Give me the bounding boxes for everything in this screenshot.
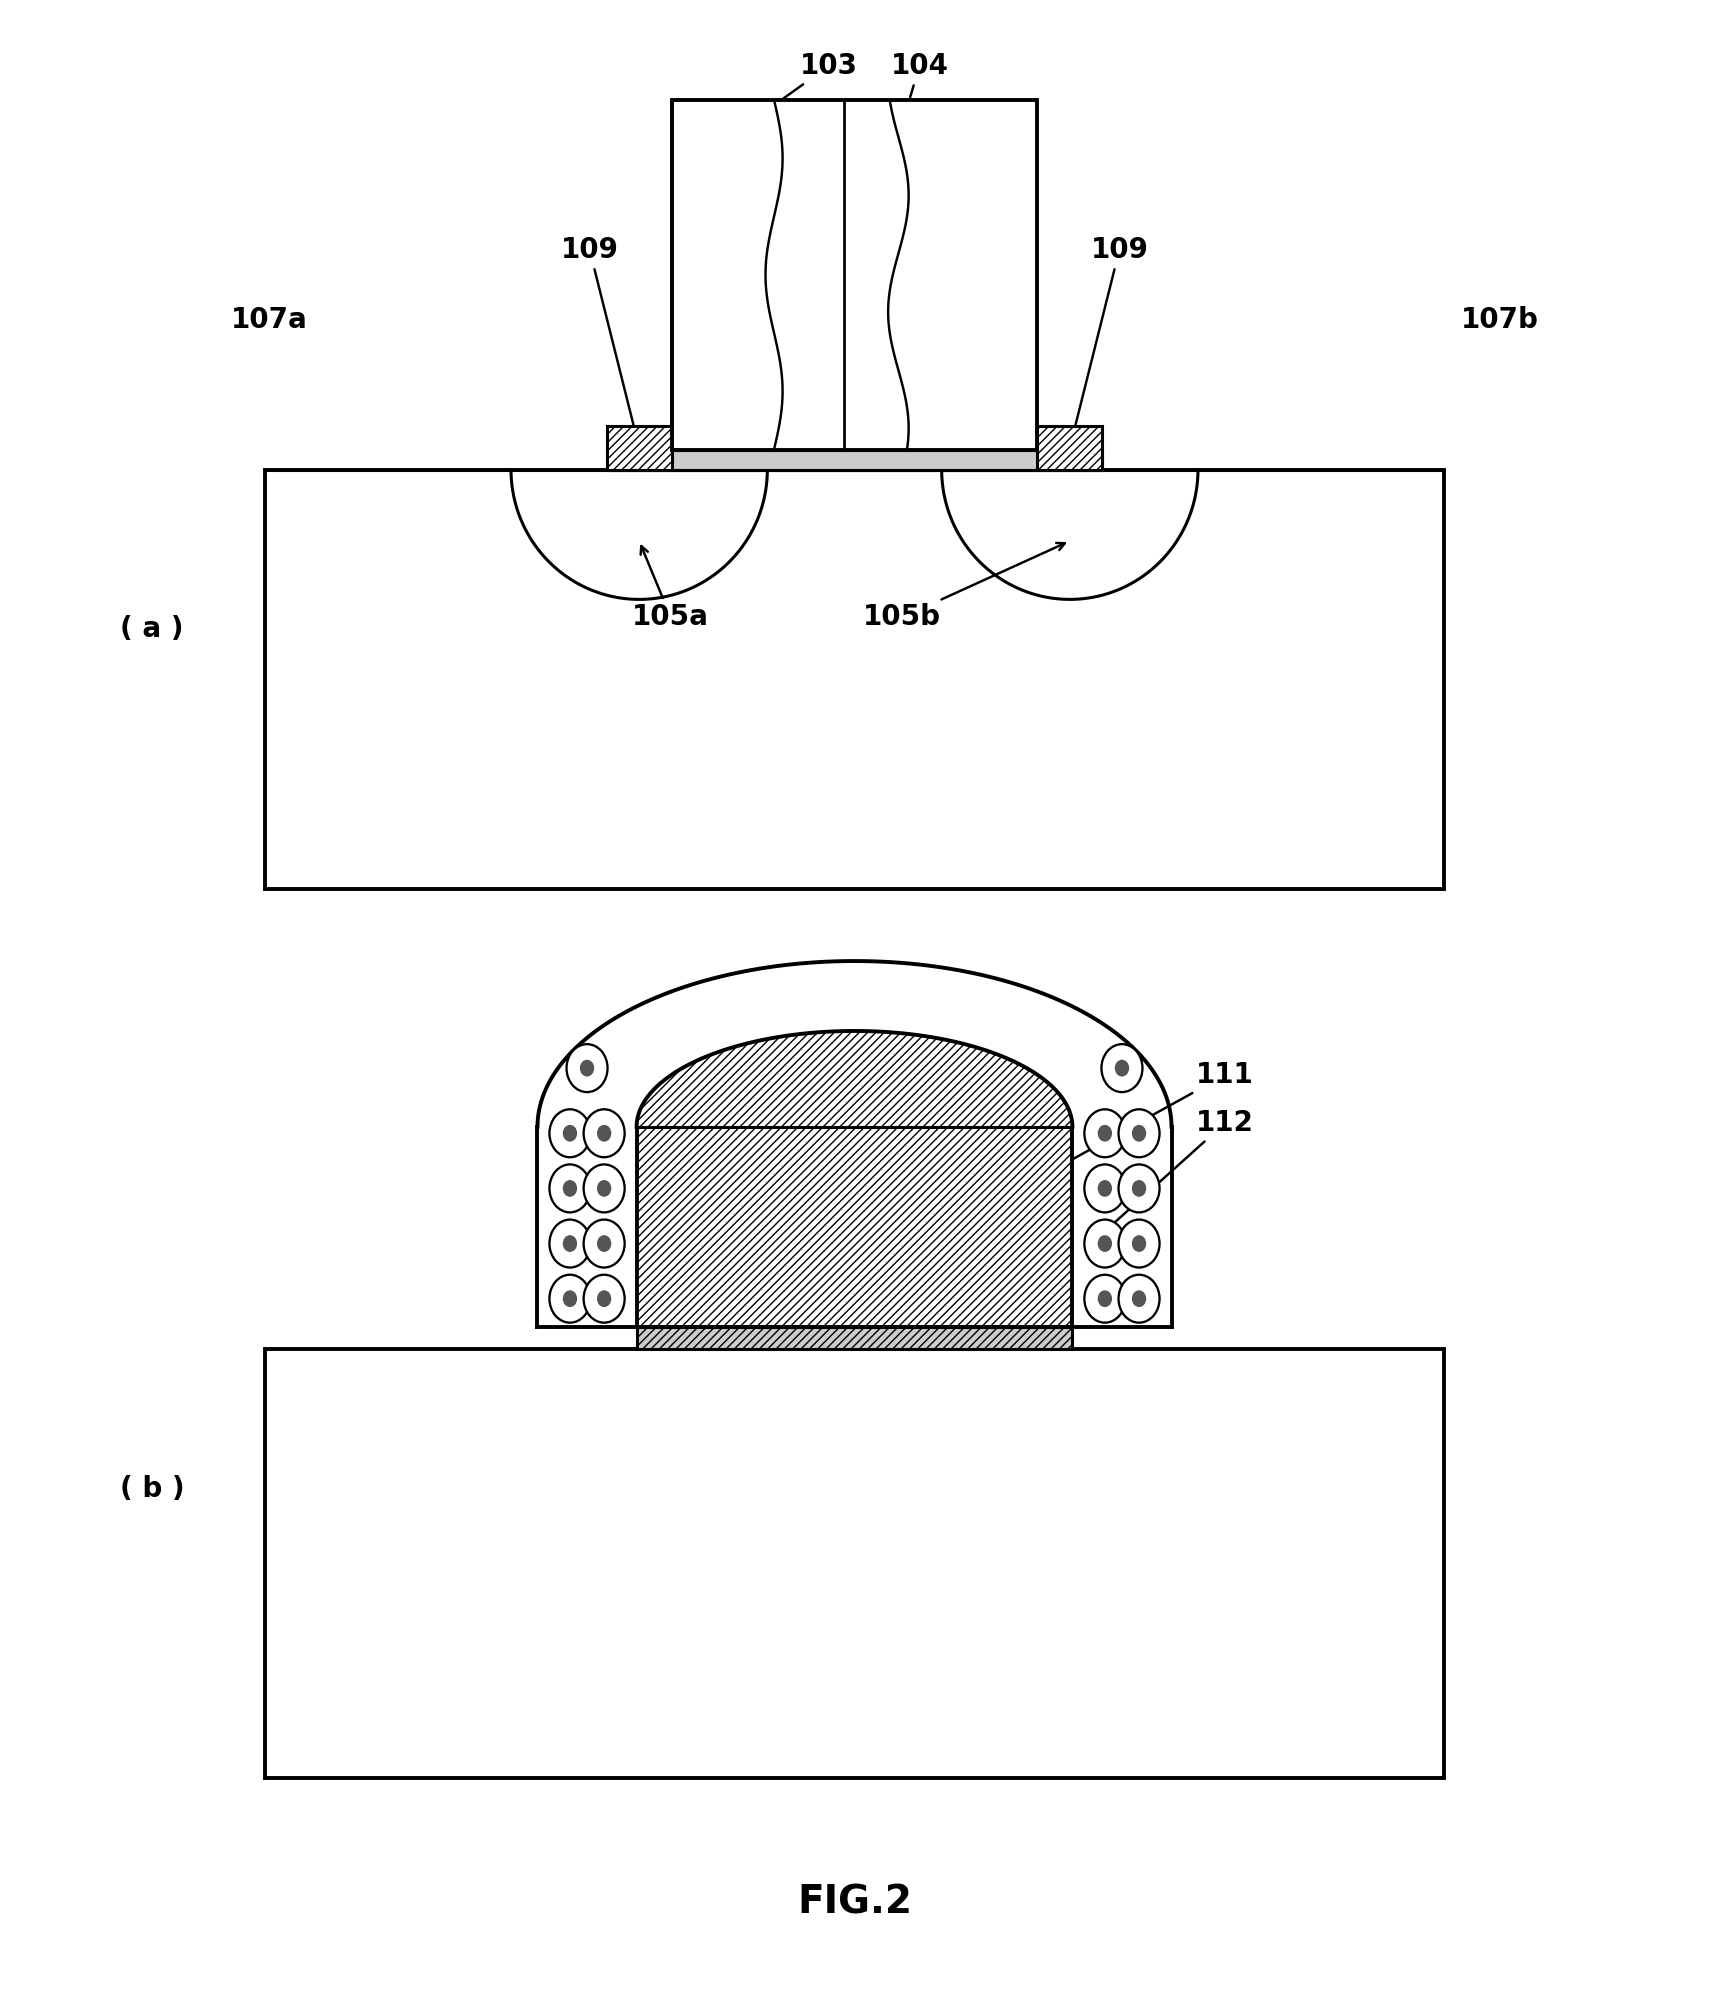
Circle shape [583, 1165, 625, 1213]
Circle shape [1084, 1165, 1125, 1213]
Circle shape [562, 1125, 578, 1141]
Circle shape [1101, 1045, 1142, 1093]
Circle shape [1131, 1125, 1147, 1141]
Text: 109: 109 [561, 236, 639, 446]
Text: 107b: 107b [1461, 306, 1540, 334]
Polygon shape [636, 1031, 1073, 1127]
Bar [607, 426, 672, 470]
Bar [1037, 426, 1102, 470]
Bar [607, 450, 1102, 470]
Circle shape [583, 1109, 625, 1157]
Circle shape [1118, 1165, 1159, 1213]
Bar [636, 1327, 1073, 1349]
Circle shape [583, 1275, 625, 1323]
Circle shape [1131, 1181, 1147, 1197]
Text: 104: 104 [890, 52, 948, 98]
Bar [672, 100, 1037, 450]
Circle shape [1084, 1275, 1125, 1323]
Circle shape [1131, 1235, 1147, 1253]
Circle shape [1118, 1109, 1159, 1157]
Circle shape [1097, 1291, 1113, 1307]
Circle shape [550, 1165, 591, 1213]
Text: 109: 109 [1070, 236, 1148, 446]
Text: 103: 103 [784, 52, 858, 98]
Text: 107a: 107a [231, 306, 308, 334]
Text: 105b: 105b [863, 543, 1065, 631]
Circle shape [596, 1181, 612, 1197]
Circle shape [596, 1125, 612, 1141]
Bar [636, 1327, 1073, 1349]
Text: ( b ): ( b ) [120, 1475, 185, 1502]
Bar [265, 470, 1444, 889]
Circle shape [583, 1219, 625, 1267]
Circle shape [566, 1045, 608, 1093]
Text: FIG.2: FIG.2 [796, 1882, 913, 1922]
Text: 105a: 105a [632, 545, 709, 631]
Circle shape [562, 1235, 578, 1253]
Circle shape [1084, 1219, 1125, 1267]
Circle shape [550, 1275, 591, 1323]
Circle shape [1097, 1125, 1113, 1141]
Circle shape [1114, 1059, 1130, 1077]
Circle shape [1118, 1219, 1159, 1267]
Circle shape [579, 1059, 595, 1077]
Circle shape [1084, 1109, 1125, 1157]
Bar [265, 1349, 1444, 1778]
Circle shape [550, 1219, 591, 1267]
Bar [1037, 426, 1102, 470]
Circle shape [1118, 1275, 1159, 1323]
Circle shape [562, 1291, 578, 1307]
Polygon shape [537, 961, 1171, 1327]
Bar [636, 1127, 1073, 1327]
Circle shape [1097, 1181, 1113, 1197]
Circle shape [596, 1291, 612, 1307]
Bar [607, 426, 672, 470]
Circle shape [1097, 1235, 1113, 1253]
Circle shape [596, 1235, 612, 1253]
Circle shape [562, 1181, 578, 1197]
Bar [636, 1127, 1073, 1327]
Text: ( a ): ( a ) [120, 615, 183, 643]
Text: 111: 111 [954, 1061, 1254, 1225]
Circle shape [1131, 1291, 1147, 1307]
Circle shape [550, 1109, 591, 1157]
Text: 112: 112 [1116, 1109, 1254, 1221]
